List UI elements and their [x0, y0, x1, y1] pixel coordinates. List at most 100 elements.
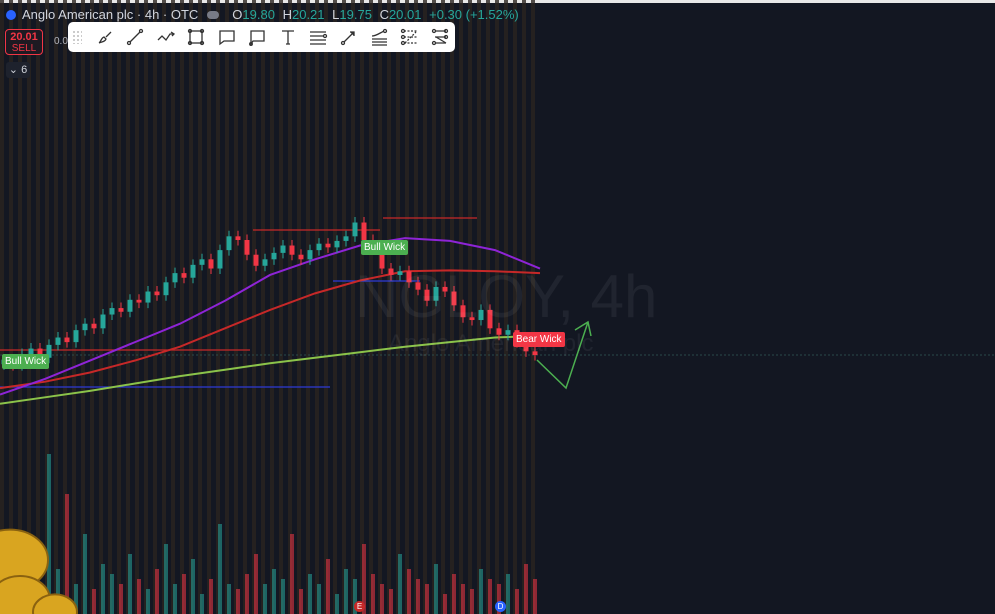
candle-body: [145, 291, 151, 303]
candle-body: [352, 222, 358, 237]
candle-body: [478, 309, 484, 321]
candle-body: [64, 337, 70, 343]
drag-handle-icon[interactable]: [72, 30, 82, 44]
session-stripe: [486, 0, 490, 614]
dividend-event-marker[interactable]: D: [495, 601, 506, 612]
session-stripe: [441, 0, 445, 614]
session-stripe: [72, 0, 76, 614]
candle-body: [325, 243, 331, 248]
candle-body: [397, 271, 403, 275]
candle-body: [217, 250, 223, 269]
callout-icon[interactable]: [212, 24, 242, 50]
rectangle-icon[interactable]: [181, 24, 211, 50]
session-stripe: [369, 0, 373, 614]
session-stripe: [414, 0, 418, 614]
session-stripe: [405, 0, 409, 614]
session-stripe: [45, 0, 49, 614]
parallel-channel-icon[interactable]: [394, 24, 424, 50]
session-stripe: [306, 0, 310, 614]
brush-icon[interactable]: [90, 24, 120, 50]
session-stripe: [423, 0, 427, 614]
symbol-title[interactable]: Anglo American plc · 4h · OTC: [22, 7, 199, 22]
volume-bar: [488, 579, 492, 614]
volume-bar: [263, 584, 267, 614]
session-stripe: [342, 0, 346, 614]
session-stripe: [468, 0, 472, 614]
candle-body: [226, 236, 232, 251]
volume-bar: [74, 584, 78, 614]
volume-bar: [425, 584, 429, 614]
indicators-toggle[interactable]: ⌄ 6: [6, 62, 30, 78]
volume-bar: [308, 574, 312, 614]
earnings-event-marker[interactable]: E: [354, 601, 365, 612]
candle-body: [469, 317, 475, 321]
candle-body: [190, 264, 196, 278]
spread-value: 0.0: [54, 36, 68, 47]
gold-coin-image: [32, 593, 78, 614]
volume-bar: [443, 594, 447, 614]
volume-bar: [389, 589, 393, 614]
trend-line-icon[interactable]: [120, 24, 150, 50]
sell-button[interactable]: 20.01 SELL: [5, 29, 43, 55]
volume-bar: [344, 569, 348, 614]
candle-body: [280, 245, 286, 253]
candle-body: [154, 291, 160, 296]
fib-retracement-icon[interactable]: [364, 24, 394, 50]
volume-bar: [407, 569, 411, 614]
candle-body: [46, 344, 52, 358]
volume-bar: [218, 524, 222, 614]
candle-body: [118, 308, 124, 312]
volume-bar: [461, 584, 465, 614]
candle-body: [82, 323, 88, 331]
session-stripe: [315, 0, 319, 614]
candle-body: [298, 254, 304, 260]
text-icon[interactable]: [272, 24, 302, 50]
session-stripe: [9, 0, 13, 614]
session-stripe: [117, 0, 121, 614]
session-stripe: [360, 0, 364, 614]
volume-bar: [479, 569, 483, 614]
bear-wick-label: Bear Wick: [513, 332, 565, 347]
comment-icon[interactable]: [242, 24, 272, 50]
drawing-toolbar: [68, 22, 455, 52]
volume-bar: [209, 579, 213, 614]
hide-legend-icon[interactable]: [207, 10, 220, 19]
candle-body: [424, 289, 430, 301]
volume-bar: [254, 554, 258, 614]
volume-bar: [380, 584, 384, 614]
candle-body: [208, 259, 214, 269]
candle-body: [379, 245, 385, 269]
candle-body: [244, 240, 250, 255]
session-stripe: [216, 0, 220, 614]
volume-bar: [335, 594, 339, 614]
candle-body: [271, 252, 277, 260]
fib-fan-icon[interactable]: [425, 24, 455, 50]
ma-fast-line: [0, 237, 541, 396]
candle-body: [91, 323, 97, 329]
symbol-logo-icon: [6, 9, 16, 20]
volume-bar: [173, 584, 177, 614]
session-stripe: [0, 0, 4, 614]
volume-bar: [101, 564, 105, 614]
path-icon[interactable]: [151, 24, 181, 50]
session-stripe: [162, 0, 166, 614]
arrow-line-icon[interactable]: [333, 24, 363, 50]
candle-body: [406, 271, 412, 283]
session-stripe: [198, 0, 202, 614]
volume-bar: [137, 579, 141, 614]
bull-wick-label: Bull Wick: [361, 240, 409, 255]
candle-body: [361, 222, 367, 240]
candle-body: [136, 299, 142, 303]
projection-arrow-head: [574, 320, 592, 337]
session-stripe: [108, 0, 112, 614]
session-stripe: [189, 0, 193, 614]
session-stripe: [27, 0, 31, 614]
horizontal-lines-icon[interactable]: [303, 24, 333, 50]
volume-bar: [236, 589, 240, 614]
session-stripe: [234, 0, 238, 614]
session-stripe: [81, 0, 85, 614]
volume-bar: [524, 564, 528, 614]
session-stripe: [351, 0, 355, 614]
candle-body: [388, 268, 394, 275]
